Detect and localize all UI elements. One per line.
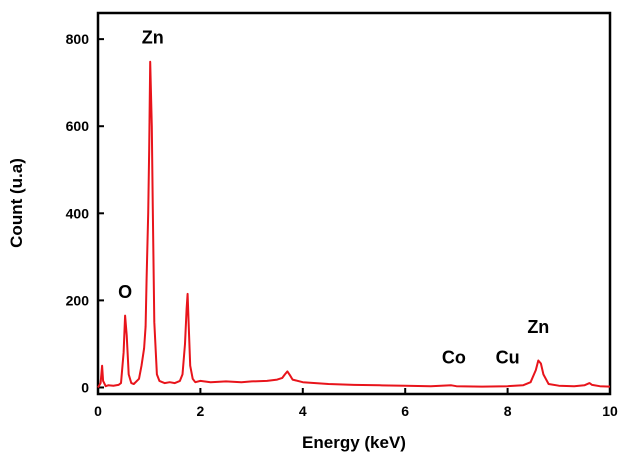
y-tick-label: 800 <box>66 31 90 47</box>
y-tick-label: 200 <box>66 292 90 308</box>
x-tick-label: 10 <box>602 403 618 419</box>
x-tick-label: 2 <box>197 403 205 419</box>
x-tick-label: 0 <box>94 403 102 419</box>
y-tick-label: 400 <box>66 205 90 221</box>
peak-label: O <box>118 282 132 302</box>
x-tick-label: 4 <box>299 403 307 419</box>
x-tick-label: 6 <box>401 403 409 419</box>
x-tick-label: 8 <box>504 403 512 419</box>
y-tick-label: 600 <box>66 118 90 134</box>
plot-frame <box>96 11 612 396</box>
y-axis-title: Count (u.a) <box>7 158 26 248</box>
peak-label: Cu <box>496 348 520 368</box>
y-axis-ticks: 0 200 400 600 800 <box>66 31 104 395</box>
peak-label: Zn <box>527 317 549 337</box>
peak-label: Co <box>442 348 466 368</box>
peak-label: Zn <box>142 27 164 47</box>
peak-annotations: Zn O Co Cu Zn <box>118 27 549 367</box>
x-axis-ticks: 0 2 4 6 8 10 <box>94 388 618 419</box>
spectrum-line <box>97 60 611 389</box>
y-tick-label: 0 <box>81 379 89 395</box>
x-axis-title: Energy (keV) <box>302 433 406 452</box>
